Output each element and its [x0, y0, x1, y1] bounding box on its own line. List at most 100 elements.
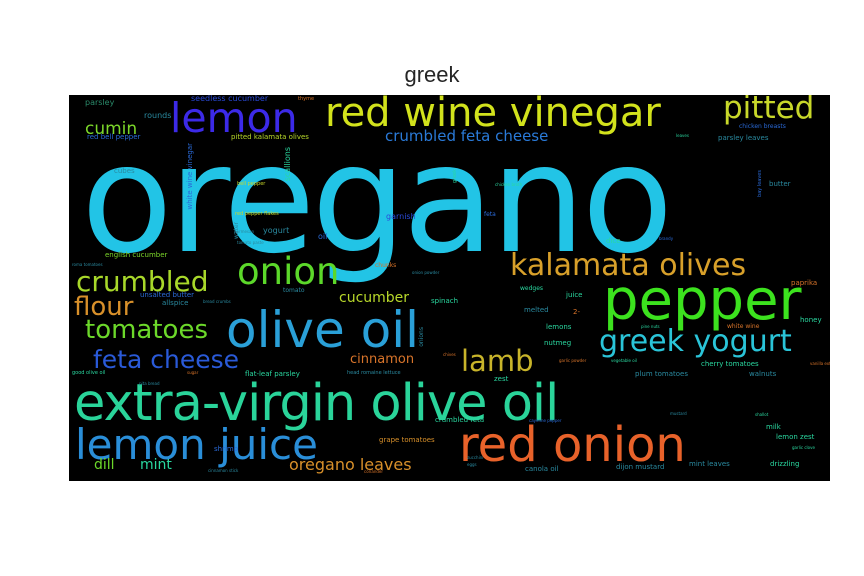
word: onion powder	[412, 270, 440, 275]
word-cloud: oregano extra-virgin olive oil red wine …	[69, 95, 830, 481]
word: flat-leaf parsley	[245, 370, 300, 378]
word: parmesan	[234, 229, 254, 234]
figure-title: greek	[404, 62, 460, 87]
word: scallions	[283, 147, 292, 182]
word: juice	[566, 291, 583, 299]
word: cumin	[85, 119, 138, 139]
word: garlic clove	[792, 445, 815, 450]
word: eggs	[467, 462, 477, 467]
word: lemon juice	[75, 420, 318, 469]
word: white wine	[727, 323, 760, 330]
word: brandy	[659, 236, 674, 241]
word: parsley leaves	[718, 134, 769, 142]
word: garlic powder	[559, 358, 587, 363]
word: vegetable oil	[611, 358, 637, 363]
word: butter	[769, 180, 791, 188]
word: chives	[443, 352, 456, 357]
word: garnish	[386, 212, 416, 221]
word: red bell pepper	[87, 133, 141, 141]
word: pitted	[723, 95, 815, 126]
word: good olive oil	[72, 370, 106, 376]
word: pepper	[603, 268, 802, 333]
word: crumbled feta	[435, 416, 485, 424]
word: cucumber	[339, 290, 410, 306]
word: shallot	[755, 412, 769, 417]
word: flour	[74, 292, 134, 322]
word: bread crumbs	[203, 299, 231, 304]
word: mint leaves	[689, 460, 730, 468]
word: dill	[94, 457, 115, 473]
word: mint	[140, 457, 172, 473]
word: yogurt	[263, 226, 290, 235]
word: lemon	[170, 95, 298, 142]
word: wedges	[520, 285, 544, 292]
word: red wine vinegar	[325, 95, 661, 136]
word: tomato	[283, 287, 305, 294]
word: bay leaves	[757, 170, 763, 197]
word: milk	[766, 423, 781, 431]
word: sugar	[187, 370, 199, 375]
word: dice	[606, 237, 621, 245]
word: rounds	[144, 111, 172, 120]
word: lemon zest	[776, 433, 815, 441]
word: bell pepper	[237, 181, 266, 187]
word: walnuts	[749, 370, 777, 378]
word: feta cheese	[93, 345, 240, 374]
word: canola oil	[525, 465, 559, 473]
word: greek	[452, 169, 458, 184]
word: white wine vinegar	[186, 143, 194, 210]
word: onions	[418, 327, 425, 347]
word: mustard	[670, 411, 687, 416]
word: crumbled	[76, 265, 209, 298]
word: zucchini	[467, 455, 484, 460]
word: 2-	[573, 308, 580, 316]
word: roma tomatoes	[72, 262, 103, 267]
word: paprika	[791, 279, 818, 287]
word: chicken broth	[495, 182, 523, 187]
word: tomato paste	[237, 240, 264, 245]
word: coriander	[364, 469, 384, 474]
word: greek yogurt	[599, 324, 792, 359]
word: unsalted butter	[140, 291, 195, 299]
word: crumbled feta cheese	[385, 127, 549, 145]
word: plum tomatoes	[635, 370, 688, 378]
word: thyme	[298, 96, 315, 102]
word: chunks	[375, 262, 397, 269]
word: olive oil	[226, 301, 419, 359]
word: oregano leaves	[289, 455, 412, 474]
word: allspice	[162, 299, 189, 307]
word: shrimp	[214, 445, 239, 453]
word: honey	[800, 316, 822, 324]
word: seedless cucumber	[191, 95, 269, 103]
word: tomatoes	[85, 315, 209, 345]
word: oil	[318, 232, 328, 241]
word: pine nuts	[641, 324, 660, 329]
word: zest	[494, 375, 509, 383]
word: pitted kalamata olives	[231, 133, 309, 141]
word: drizzling	[770, 460, 800, 468]
word: pita bread	[139, 381, 160, 386]
word: kalamata olives	[510, 248, 747, 283]
word: cinnamon	[350, 352, 415, 367]
word: parsley	[85, 98, 115, 107]
word: chicken breasts	[739, 123, 786, 130]
word: leaves	[676, 133, 689, 138]
word: extra-virgin olive oil	[74, 374, 559, 433]
word: lamb	[461, 344, 534, 378]
word: feta	[484, 211, 496, 218]
word: nutmeg	[544, 339, 572, 347]
word: cayenne pepper	[529, 418, 562, 423]
word: vanilla extract	[810, 361, 830, 366]
word: dijon mustard	[616, 463, 665, 471]
word: head romaine lettuce	[347, 370, 401, 376]
word: melted	[524, 306, 549, 314]
word: spinach	[431, 297, 459, 305]
word: grape tomatoes	[379, 436, 435, 444]
word: cubes	[114, 167, 135, 175]
word: cinnamon stick	[208, 468, 239, 473]
word: english cucumber	[105, 251, 168, 259]
word: red onion	[459, 417, 686, 473]
word: red pepper flakes	[235, 211, 279, 217]
word: onion	[237, 250, 340, 293]
word: cherry tomatoes	[701, 360, 759, 368]
